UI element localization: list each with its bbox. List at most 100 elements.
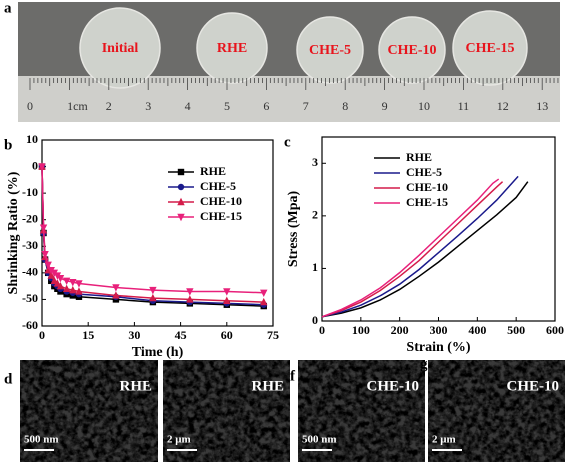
y-tick-label: 0 <box>312 313 318 327</box>
x-tick-label: 100 <box>352 323 370 337</box>
legend-label: CHE-10 <box>200 194 242 208</box>
marker <box>149 286 157 295</box>
marker <box>112 291 120 299</box>
y-tick-label: 10 <box>26 132 38 146</box>
marker <box>62 284 71 292</box>
legend-marker <box>177 168 185 176</box>
legend-label: CHE-10 <box>406 180 448 194</box>
marker <box>260 289 268 297</box>
y-tick-label: -10 <box>22 185 38 199</box>
panel-label: f <box>290 368 296 384</box>
scale-label: 500 nm <box>302 434 337 446</box>
series-line <box>321 175 519 318</box>
ruler-label: 0 <box>27 99 33 113</box>
marker <box>223 288 231 296</box>
legend-label: CHE-5 <box>406 165 442 179</box>
sem-sample: RHE <box>251 378 284 394</box>
sample-disc <box>196 12 268 84</box>
x-tick-label: 0 <box>319 323 325 337</box>
ruler-label: 2 <box>106 99 112 113</box>
marker <box>69 278 77 287</box>
legend-marker <box>177 183 185 191</box>
y-tick-label: -60 <box>22 318 38 332</box>
sem-sample: RHE <box>119 378 152 394</box>
ruler-label: 12 <box>497 99 509 113</box>
sample-disc <box>296 16 364 84</box>
sem-image <box>20 360 158 462</box>
y-tick-label: 1 <box>312 260 318 274</box>
sample-label: CHE-10 <box>388 43 437 58</box>
marker <box>47 271 55 279</box>
marker <box>38 163 46 171</box>
y-tick-label: -50 <box>22 291 38 305</box>
marker <box>62 277 71 286</box>
panel-label: e <box>148 371 155 387</box>
y-tick-label: 3 <box>312 155 318 169</box>
ruler-label: 11 <box>458 99 470 113</box>
marker <box>223 296 231 304</box>
ruler-label: 10 <box>418 99 430 113</box>
x-axis-label: Time (h) <box>132 345 184 360</box>
x-tick-label: 75 <box>267 328 279 342</box>
legend-marker <box>177 197 185 206</box>
x-tick-label: 600 <box>546 323 564 337</box>
marker <box>186 288 194 296</box>
y-axis-label: Stress (Mpa) <box>286 190 301 267</box>
marker <box>44 261 52 270</box>
ruler-label: 9 <box>382 99 388 113</box>
scale-label: 500 nm <box>24 434 59 446</box>
marker <box>69 285 77 294</box>
marker <box>75 287 83 295</box>
ruler-label: 8 <box>342 99 348 113</box>
marker <box>260 297 268 306</box>
marker <box>186 295 194 303</box>
series-line <box>321 178 500 318</box>
panel-label: g <box>420 356 428 372</box>
marker <box>149 293 157 302</box>
ruler-label: 1cm <box>67 99 88 113</box>
sample-label: RHE <box>217 41 247 56</box>
x-axis-label: Strain (%) <box>406 340 471 355</box>
marker <box>39 224 48 232</box>
legend-label: CHE-15 <box>406 195 448 209</box>
marker <box>56 281 65 290</box>
sample-label: CHE-5 <box>309 43 351 58</box>
marker <box>75 280 83 288</box>
legend-marker <box>177 213 185 222</box>
legend-label: CHE-5 <box>200 179 236 193</box>
panel-label: a <box>4 0 12 16</box>
sem-sample: CHE-10 <box>507 378 560 394</box>
ruler-label: 4 <box>185 99 191 113</box>
x-tick-label: 300 <box>430 323 448 337</box>
x-tick-label: 200 <box>391 323 409 337</box>
x-tick-label: 45 <box>175 328 187 342</box>
series-line <box>41 166 264 294</box>
ruler-label: 5 <box>224 99 230 113</box>
ruler-label: 3 <box>145 99 151 113</box>
marker <box>112 284 120 292</box>
ruler-label: 6 <box>263 99 269 113</box>
marker <box>56 274 65 283</box>
sample-label: Initial <box>102 41 139 56</box>
ruler-label: 7 <box>303 99 309 113</box>
y-tick-label: -30 <box>22 238 38 252</box>
panel-label: b <box>4 137 12 153</box>
legend-label: CHE-15 <box>200 209 242 223</box>
marker <box>41 251 49 259</box>
y-tick-label: 0 <box>32 158 38 172</box>
panel-label: c <box>284 134 291 150</box>
y-tick-label: -20 <box>22 211 38 225</box>
x-tick-label: 60 <box>221 328 233 342</box>
panel-label: d <box>4 371 13 387</box>
scale-label: 2 μm <box>167 434 191 446</box>
x-tick-label: 15 <box>82 328 94 342</box>
series-line <box>321 181 529 318</box>
legend-label: RHE <box>406 150 432 164</box>
x-tick-label: 30 <box>128 328 140 342</box>
sem-image <box>428 360 565 462</box>
sample-disc <box>452 10 528 86</box>
legend-label: RHE <box>200 164 226 178</box>
y-tick-label: -40 <box>22 265 38 279</box>
